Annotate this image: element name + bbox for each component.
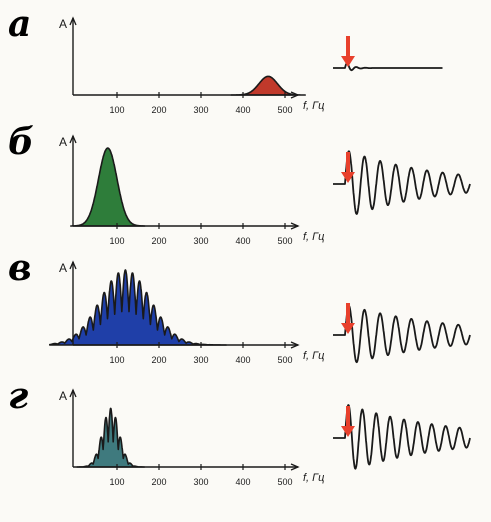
panel-b-spectrum xyxy=(70,147,146,227)
panel-a-y-label: A xyxy=(59,17,67,31)
panel-g-spectrum xyxy=(76,407,146,468)
panel-v-x-label: f, Гц xyxy=(303,350,324,362)
panel-v-tick-label-200: 200 xyxy=(151,355,166,365)
panel-g-tick-label-500: 500 xyxy=(277,477,292,487)
panel-g-tick-label-100: 100 xyxy=(109,477,124,487)
panel-b-tick-label-300: 300 xyxy=(193,236,208,246)
panel-a-impulse-arrow-icon xyxy=(341,56,355,67)
panel-a-x-arrow xyxy=(290,91,300,99)
panel-g-y-label: A xyxy=(59,389,67,403)
panel-g-tick-label-300: 300 xyxy=(193,477,208,487)
panel-a-tick-label-300: 300 xyxy=(193,105,208,115)
panel-a-tick-label-400: 400 xyxy=(235,105,250,115)
panel-v-impulse-arrow-icon xyxy=(341,323,355,334)
panel-a-tick-label-100: 100 xyxy=(109,105,124,115)
panel-v-x-arrow xyxy=(290,341,300,349)
panel-b-x-arrow xyxy=(290,222,300,230)
panel-g-tick-label-200: 200 xyxy=(151,477,166,487)
panel-v-waveform xyxy=(333,304,471,364)
panel-v-y-arrow xyxy=(69,260,77,270)
panel-g-waveform xyxy=(333,404,471,470)
panel-b-tick-label-500: 500 xyxy=(277,236,292,246)
panel-g-x-label: f, Гц xyxy=(303,472,324,484)
panel-v-tick-label-300: 300 xyxy=(193,355,208,365)
panel-g-letter: г xyxy=(8,375,29,417)
panel-a-tick-label-500: 500 xyxy=(277,105,292,115)
panel-v-spectrum xyxy=(49,269,227,346)
panel-v-letter: в xyxy=(8,247,32,289)
panel-g-x-arrow xyxy=(290,463,300,471)
panel-v-tick-label-100: 100 xyxy=(109,355,124,365)
panel-b-x-label: f, Гц xyxy=(303,231,324,243)
panel-b-y-label: A xyxy=(59,135,67,149)
panel-v-tick-label-400: 400 xyxy=(235,355,250,365)
panel-b-tick-label-200: 200 xyxy=(151,236,166,246)
panel-a-x-label: f, Гц xyxy=(303,100,324,112)
panel-b-letter: б xyxy=(8,121,34,163)
panel-b-waveform xyxy=(333,150,471,215)
panel-a-spectrum xyxy=(230,75,306,96)
panel-b-impulse-arrow-icon xyxy=(341,172,355,183)
panel-g-tick-label-400: 400 xyxy=(235,477,250,487)
panel-b-tick-label-100: 100 xyxy=(109,236,124,246)
panel-v-y-label: A xyxy=(59,261,67,275)
panel-b-tick-label-400: 400 xyxy=(235,236,250,246)
panel-g-impulse-arrow-icon xyxy=(341,426,355,437)
panel-b-y-arrow xyxy=(69,134,77,144)
panel-g-y-arrow xyxy=(69,388,77,398)
panel-a-y-arrow xyxy=(69,16,77,26)
panel-a-letter: а xyxy=(8,3,32,45)
panel-a-tick-label-200: 200 xyxy=(151,105,166,115)
panel-v-tick-label-500: 500 xyxy=(277,355,292,365)
